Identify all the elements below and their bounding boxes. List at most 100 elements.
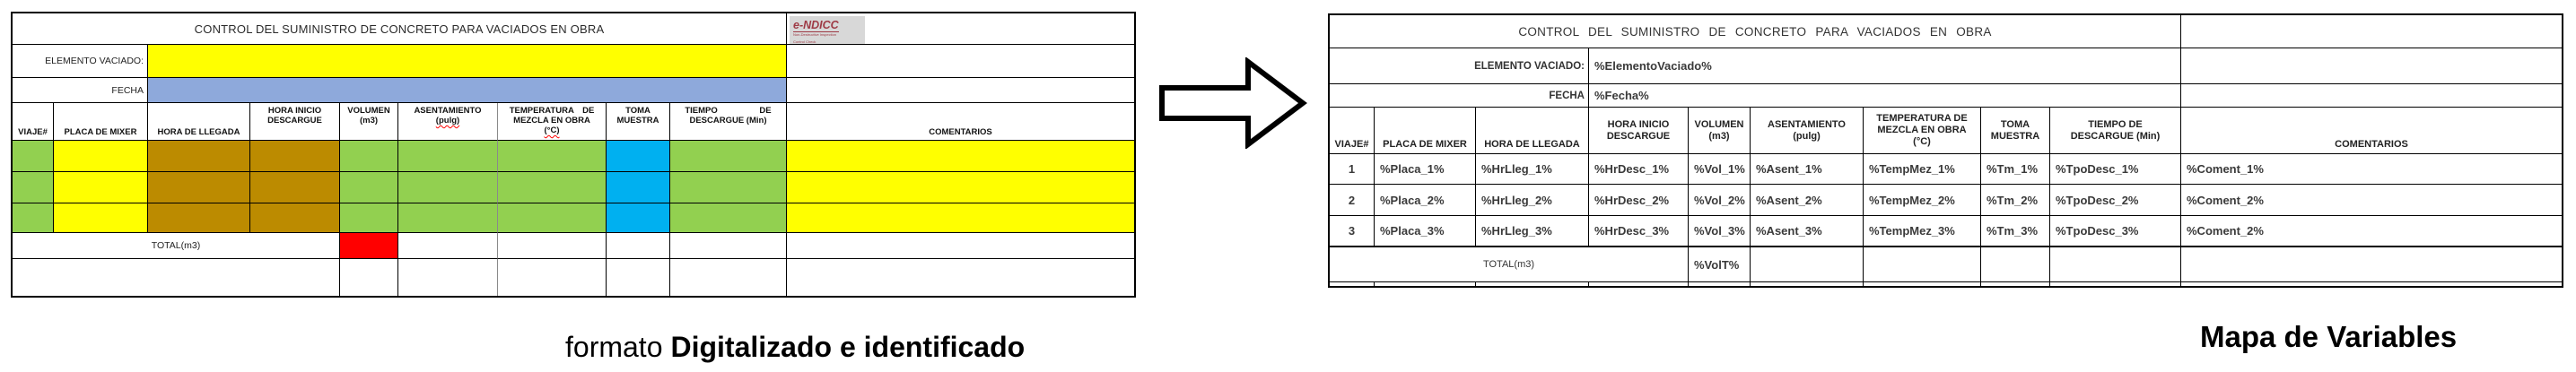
lt-header-comentarios: COMENTARIOS [787, 103, 1134, 141]
lt-r2-temperatura-cell [498, 172, 607, 203]
lt-header-volumen-l2: (m3) [359, 116, 379, 125]
lt-fecha-label: FECHA [13, 78, 148, 103]
rt-r1-inicio-var: %HrDesc_1% [1589, 154, 1689, 185]
rt-total-comentarios-cell [2181, 247, 2562, 282]
rt-fecha-variable: %Fecha% [1589, 84, 2181, 108]
rt-r1-viaje: 1 [1330, 154, 1375, 185]
rt-r2-asentamiento-var: %Asent_2% [1751, 185, 1864, 216]
lt-r3-asentamiento-cell [398, 203, 498, 233]
rt-fecha-label: FECHA [1330, 84, 1589, 108]
logo-subtitle-2: Control Check [793, 39, 816, 44]
rt-r2-tiempo-var: %TpoDesc_2% [2050, 185, 2181, 216]
rt-elemento-variable: %ElementoVaciado% [1589, 48, 2181, 84]
lt-r2-inicio-cell [250, 172, 340, 203]
lt-header-placa: PLACA DE MIXER [54, 103, 148, 141]
rt-r2-placa-var: %Placa_2% [1375, 185, 1476, 216]
rt-header-volumen-l1: VOLUMEN [1694, 118, 1744, 130]
lt-header-hora-inicio-l1: HORA INICIO [267, 106, 322, 116]
lt-header-hora-inicio: HORA INICIO DESCARGUE [250, 103, 340, 141]
logo-title: e-NDICC [793, 19, 839, 32]
lt-bottom-volumen-cell [340, 259, 398, 296]
rt-r3-inicio-var: %HrDesc_3% [1589, 216, 1689, 247]
rt-r3-asentamiento-var: %Asent_3% [1751, 216, 1864, 247]
rt-header-tiempo-l1: TIEMPO DE [2088, 118, 2143, 130]
rt-sliver-volumen [1689, 282, 1751, 286]
lt-r1-placa-cell [54, 141, 148, 172]
lt-header-asentamiento-l1: ASENTAMIENTO [414, 106, 482, 116]
rt-header-toma-l1: TOMA [2000, 118, 2030, 130]
left-table: CONTROL DEL SUMINISTRO DE CONCRETO PARA … [11, 12, 1136, 298]
rt-r1-placa-var: %Placa_1% [1375, 154, 1476, 185]
rt-r2-llegada-var: %HrLleg_2% [1476, 185, 1589, 216]
lt-header-viaje: VIAJE# [13, 103, 54, 141]
rt-sliver-temperatura [1864, 282, 1981, 286]
rt-sliver-tiempo [2050, 282, 2181, 286]
lt-r2-asentamiento-cell [398, 172, 498, 203]
lt-total-temperatura-cell [498, 233, 607, 259]
left-caption-regular: formato [565, 331, 663, 363]
lt-bottom-tiempo-cell [670, 259, 787, 296]
rt-r1-volumen-var: %Vol_1% [1689, 154, 1751, 185]
rt-elemento-label: ELEMENTO VACIADO: [1330, 48, 1589, 84]
rt-r3-toma-var: %Tm_3% [1981, 216, 2050, 247]
lt-logo-cell: e-NDICC Non-Destructive Inspection Contr… [787, 13, 1134, 45]
rt-header-tiempo-l2: DESCARGUE (Min) [2070, 130, 2161, 142]
rt-sliver-comentarios [2181, 282, 2562, 286]
lt-bottom-comentarios-cell [787, 259, 1134, 296]
rt-r2-comentarios-var: %Coment_2% [2181, 185, 2562, 216]
rt-header-temperatura: TEMPERATURA DE MEZCLA EN OBRA (°C) [1864, 108, 1981, 154]
lt-r3-toma-cell [607, 203, 670, 233]
lt-r3-temperatura-cell [498, 203, 607, 233]
rt-sliver-toma [1981, 282, 2050, 286]
lt-header-toma-l2: MUESTRA [616, 116, 659, 125]
lt-r2-toma-cell [607, 172, 670, 203]
rt-r2-volumen-var: %Vol_2% [1689, 185, 1751, 216]
rt-r1-llegada-var: %HrLleg_1% [1476, 154, 1589, 185]
rt-header-temperatura-l1: TEMPERATURA DE [1876, 113, 1968, 124]
lt-header-volumen-l1: VOLUMEN [347, 106, 390, 116]
lt-r3-viaje-cell [13, 203, 54, 233]
rt-header-toma-l2: MUESTRA [1990, 130, 2040, 142]
lt-r3-placa-cell [54, 203, 148, 233]
lt-bottom-asentamiento-cell [398, 259, 498, 296]
lt-header-hora-llegada: HORA DE LLEGADA [148, 103, 250, 141]
rt-header-volumen: VOLUMEN (m3) [1689, 108, 1751, 154]
lt-total-volumen-cell [340, 233, 398, 259]
lt-fecha-input-cell [148, 78, 787, 103]
rt-r3-temperatura-var: %TempMez_3% [1864, 216, 1981, 247]
lt-r2-tiempo-cell [670, 172, 787, 203]
rt-r3-comentarios-var: %Coment_2% [2181, 216, 2562, 247]
lt-r3-comentarios-cell [787, 203, 1134, 233]
lt-r1-inicio-cell [250, 141, 340, 172]
lt-header-volumen: VOLUMEN (m3) [340, 103, 398, 141]
lt-total-asentamiento-cell [398, 233, 498, 259]
rt-r1-toma-var: %Tm_1% [1981, 154, 2050, 185]
rt-header-placa: PLACA DE MIXER [1375, 108, 1476, 154]
lt-r1-llegada-cell [148, 141, 250, 172]
lt-header-toma-l1: TOMA [625, 106, 651, 116]
lt-r3-volumen-cell [340, 203, 398, 233]
rt-total-label: TOTAL(m3) [1330, 247, 1689, 282]
lt-total-comentarios-cell [787, 233, 1134, 259]
rt-r3-placa-var: %Placa_3% [1375, 216, 1476, 247]
lt-r1-viaje-cell [13, 141, 54, 172]
lt-header-toma: TOMA MUESTRA [607, 103, 670, 141]
lt-total-label: TOTAL(m3) [13, 233, 340, 259]
rt-r1-comentarios-var: %Coment_1% [2181, 154, 2562, 185]
rt-sliver-placa [1375, 282, 1476, 286]
lt-total-toma-cell [607, 233, 670, 259]
rt-header-hora-inicio: HORA INICIO DESCARGUE [1589, 108, 1689, 154]
rt-total-volumen-var: %VolT% [1689, 247, 1751, 282]
rt-title-right-cell [2181, 15, 2562, 48]
right-caption: Mapa de Variables [2200, 320, 2458, 353]
lt-r1-volumen-cell [340, 141, 398, 172]
rt-total-toma-cell [1981, 247, 2050, 282]
lt-r1-tiempo-cell [670, 141, 787, 172]
rt-header-asentamiento-l2: (pulg) [1793, 130, 1821, 142]
rt-sliver-viaje [1330, 282, 1375, 286]
rt-header-volumen-l2: (m3) [1708, 130, 1730, 142]
rt-r1-tiempo-var: %TpoDesc_1% [2050, 154, 2181, 185]
lt-header-tiempo-l2: DESCARGUE (Min) [689, 116, 767, 125]
rt-r2-viaje: 2 [1330, 185, 1375, 216]
